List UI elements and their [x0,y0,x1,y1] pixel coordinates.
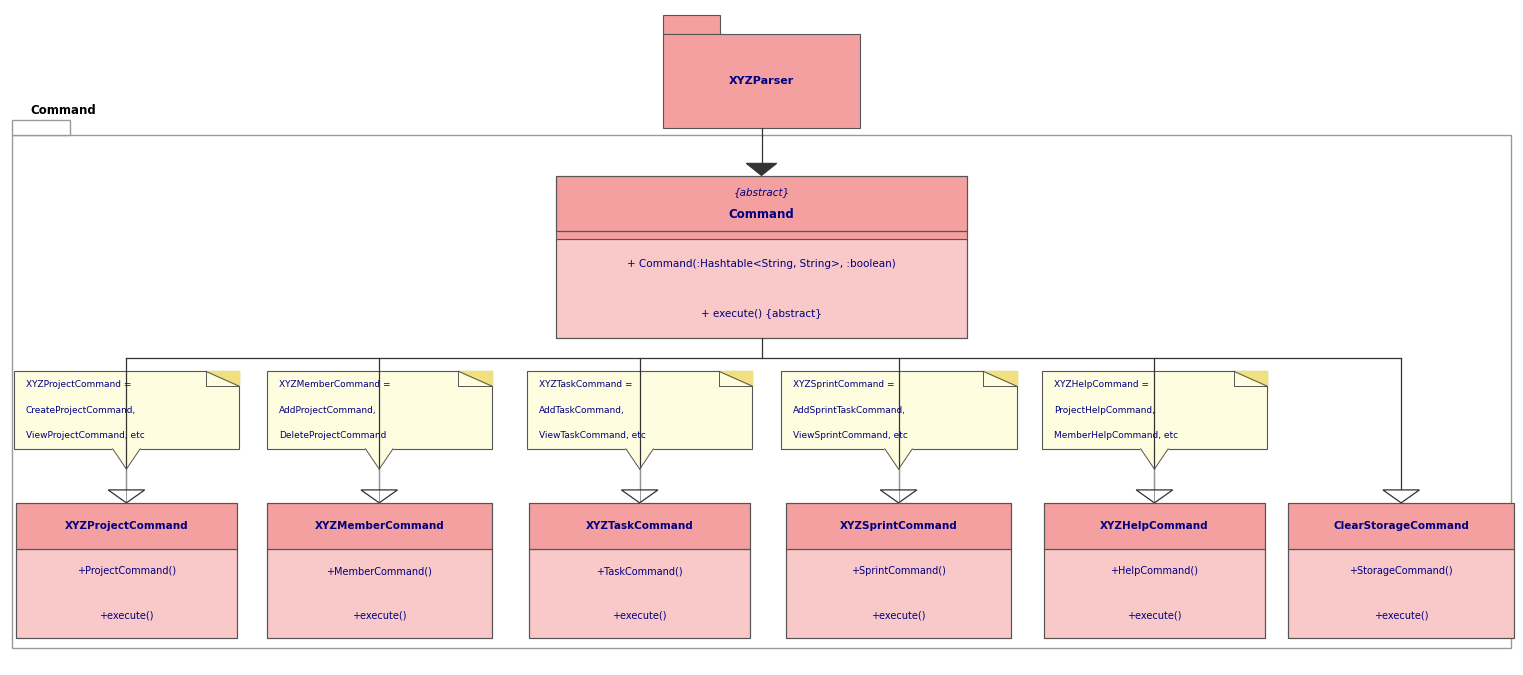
Text: AddSprintTaskCommand,: AddSprintTaskCommand, [792,406,906,414]
Text: ViewProjectCommand, etc: ViewProjectCommand, etc [26,431,145,441]
Text: CreateProjectCommand,: CreateProjectCommand, [26,406,136,414]
Text: ClearStorageCommand: ClearStorageCommand [1333,521,1470,531]
Bar [267,503,492,549]
Polygon shape [1141,449,1168,469]
Polygon shape [206,371,239,386]
Polygon shape [719,371,752,386]
Bar [786,503,1011,549]
Polygon shape [1234,371,1267,386]
Text: +execute(): +execute() [99,611,154,620]
Text: XYZMemberCommand: XYZMemberCommand [314,521,445,531]
Bar [528,503,749,549]
Text: ViewSprintCommand, etc: ViewSprintCommand, etc [792,431,908,441]
Text: {abstract}: {abstract} [734,187,789,197]
Bar [556,176,967,231]
Bar [1288,503,1514,549]
Text: ProjectHelpCommand,: ProjectHelpCommand, [1054,406,1154,414]
Bar [267,503,492,638]
Text: MemberHelpCommand, etc: MemberHelpCommand, etc [1054,431,1179,441]
Bar [1043,503,1264,549]
Bar [663,15,720,34]
Text: XYZMemberCommand =: XYZMemberCommand = [279,379,390,389]
Text: +StorageCommand(): +StorageCommand() [1349,566,1453,576]
Bar [1288,503,1514,638]
Bar [17,503,236,638]
Bar [12,135,1511,648]
Text: ViewTaskCommand, etc: ViewTaskCommand, etc [539,431,646,441]
Bar [267,549,492,638]
Bar [780,371,1016,449]
Polygon shape [984,371,1016,386]
Bar [17,549,236,638]
Text: AddTaskCommand,: AddTaskCommand, [539,406,624,414]
Text: XYZHelpCommand =: XYZHelpCommand = [1054,379,1148,389]
Bar [1043,503,1264,638]
Bar [556,231,967,239]
Text: +execute(): +execute() [1374,611,1429,620]
Bar [527,371,752,449]
Bar [528,549,749,638]
Bar [1288,549,1514,638]
Bar [786,503,1011,638]
Text: XYZHelpCommand: XYZHelpCommand [1100,521,1209,531]
Polygon shape [885,449,912,469]
Bar [786,549,1011,638]
Text: +execute(): +execute() [612,611,667,620]
Text: +SprintCommand(): +SprintCommand() [851,566,946,576]
Bar [1043,549,1264,638]
Text: AddProjectCommand,: AddProjectCommand, [279,406,376,414]
Text: XYZTaskCommand =: XYZTaskCommand = [539,379,632,389]
Bar [528,503,749,638]
Text: DeleteProjectCommand: DeleteProjectCommand [279,431,387,441]
Text: XYZProjectCommand =: XYZProjectCommand = [26,379,131,389]
Text: + Command(:Hashtable<String, String>, :boolean): + Command(:Hashtable<String, String>, :b… [627,259,896,269]
Text: + execute() {abstract}: + execute() {abstract} [701,308,822,318]
Text: XYZProjectCommand: XYZProjectCommand [64,521,189,531]
Polygon shape [626,449,653,469]
Polygon shape [458,371,492,386]
Text: XYZSprintCommand: XYZSprintCommand [839,521,958,531]
Text: XYZTaskCommand: XYZTaskCommand [586,521,693,531]
Text: +execute(): +execute() [871,611,926,620]
Text: +ProjectCommand(): +ProjectCommand() [76,566,177,576]
Bar [663,34,860,128]
Text: XYZParser: XYZParser [730,76,793,86]
Text: +execute(): +execute() [1127,611,1182,620]
Bar [12,120,70,135]
Text: Command: Command [30,104,96,117]
Bar [556,176,967,338]
Text: XYZSprintCommand =: XYZSprintCommand = [792,379,894,389]
Text: +execute(): +execute() [352,611,407,620]
Bar [556,239,967,338]
Text: +MemberCommand(): +MemberCommand() [326,566,433,576]
Bar [1042,371,1267,449]
Text: +TaskCommand(): +TaskCommand() [597,566,682,576]
Polygon shape [113,449,140,469]
Bar [17,503,236,549]
Polygon shape [366,449,393,469]
Text: Command: Command [728,208,795,221]
Text: +HelpCommand(): +HelpCommand() [1110,566,1199,576]
Bar [267,371,492,449]
Bar [14,371,239,449]
Polygon shape [746,163,777,176]
